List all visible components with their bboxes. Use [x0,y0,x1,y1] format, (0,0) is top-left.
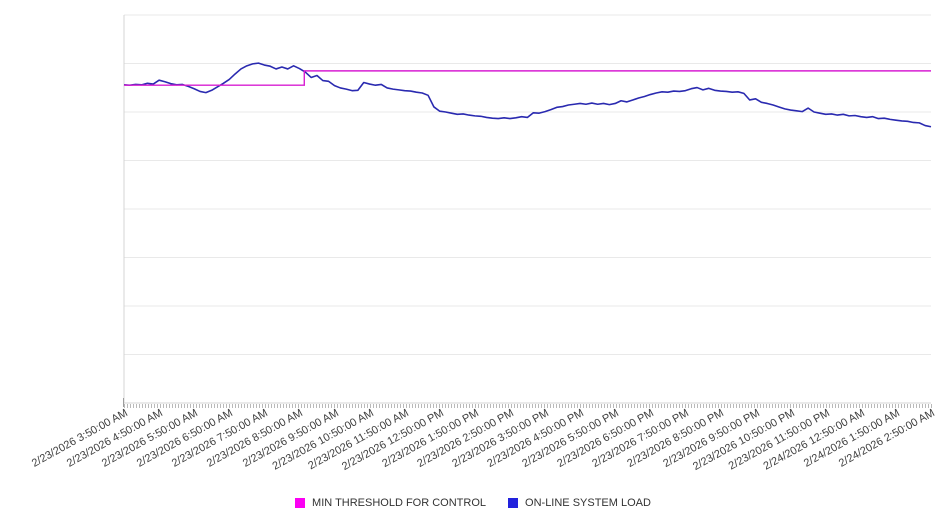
legend-item-online-system-load: ON-LINE SYSTEM LOAD [508,497,651,509]
online-system-load-line [123,62,932,128]
min-threshold-line [124,70,931,86]
min-threshold-swatch-icon [295,498,306,508]
legend-label: ON-LINE SYSTEM LOAD [525,497,651,509]
legend-item-min-threshold: MIN THRESHOLD FOR CONTROL [295,497,486,509]
legend: MIN THRESHOLD FOR CONTROL ON-LINE SYSTEM… [0,497,946,509]
online-system-load-swatch-icon [508,498,519,508]
legend-label: MIN THRESHOLD FOR CONTROL [312,497,487,509]
x-axis-minor-ticks [124,404,932,408]
x-axis-origin-tick [123,398,124,407]
plot-area [123,14,932,404]
